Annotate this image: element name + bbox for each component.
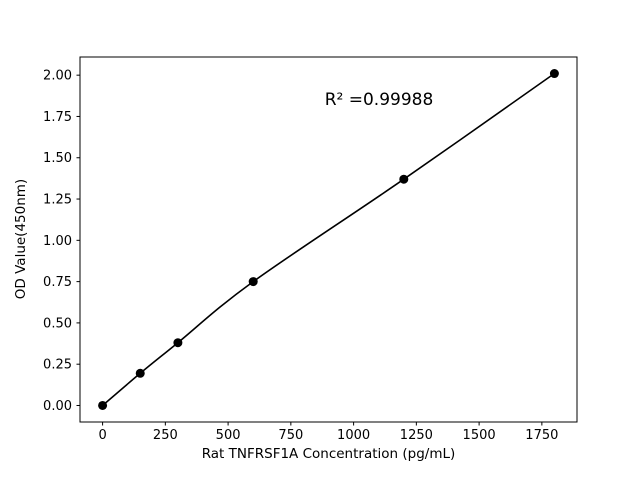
data-point: [399, 174, 409, 184]
data-point: [248, 277, 258, 287]
y-tick-label: 1.50: [43, 151, 72, 166]
x-tick-label: 500: [216, 428, 241, 443]
y-tick-label: 0.75: [43, 275, 72, 290]
x-tick-label: 1000: [337, 428, 370, 443]
x-tick-label: 1500: [463, 428, 496, 443]
x-tick-label: 250: [153, 428, 178, 443]
y-tick-label: 2.00: [43, 69, 72, 84]
r-squared-annotation: R² =0.99988: [324, 90, 434, 110]
plot-border: [79, 56, 578, 423]
x-tick-label: 750: [278, 428, 303, 443]
y-tick-label: 1.00: [43, 234, 72, 249]
x-tick-label: 1250: [400, 428, 433, 443]
y-tick-label: 0.50: [43, 316, 72, 331]
y-axis-label: OD Value(450nm): [13, 178, 29, 300]
y-tick-label: 0.00: [43, 399, 72, 414]
data-point: [173, 338, 183, 348]
y-tick-label: 1.25: [43, 193, 72, 208]
fit-line: [102, 72, 555, 407]
x-tick-label: 0: [98, 428, 106, 443]
data-point: [135, 368, 145, 378]
data-point: [98, 400, 108, 410]
x-axis-label: Rat TNFRSF1A Concentration (pg/mL): [201, 446, 456, 462]
y-tick-label: 1.75: [43, 110, 72, 125]
y-tick-label: 0.25: [43, 358, 72, 373]
data-point: [549, 69, 559, 79]
x-tick-label: 1750: [525, 428, 558, 443]
